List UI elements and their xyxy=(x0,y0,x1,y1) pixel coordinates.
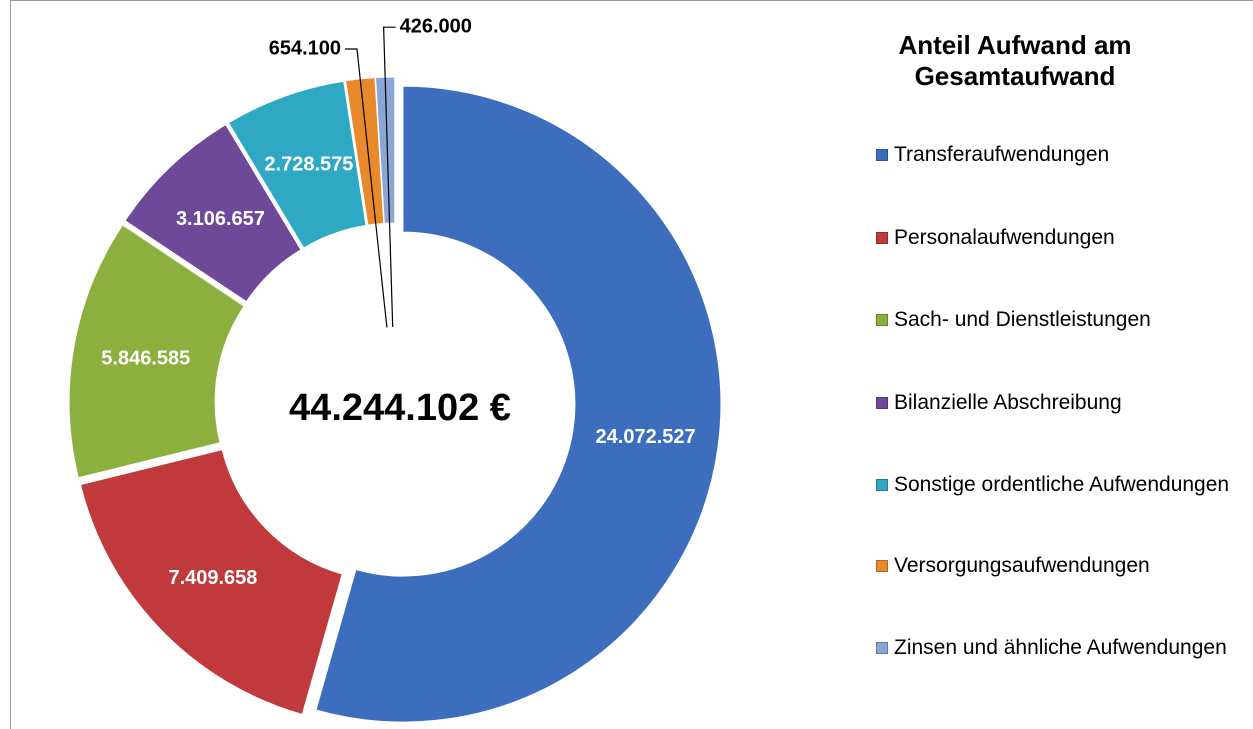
legend: Anteil Aufwand am Gesamtaufwand Transfer… xyxy=(865,30,1245,659)
legend-label: Zinsen und ähnliche Aufwendungen xyxy=(894,636,1227,659)
data-label: 24.072.527 xyxy=(596,426,696,448)
legend-swatch xyxy=(876,397,888,409)
legend-item: Versorgungsaufwendungen xyxy=(870,553,1234,578)
donut-segment xyxy=(315,85,722,723)
donut-segment xyxy=(375,76,396,224)
legend-item: Personalaufwendungen xyxy=(870,225,1234,250)
leader-line xyxy=(345,48,388,328)
data-label: 7.409.658 xyxy=(168,567,257,589)
legend-swatch xyxy=(876,560,888,572)
legend-item: Sach- und Dienstleistungen xyxy=(870,307,1234,332)
legend-item: Zinsen und ähnliche Aufwendungen xyxy=(870,635,1234,660)
legend-swatch xyxy=(876,314,888,326)
center-label: 44.244.102 € xyxy=(289,387,511,429)
legend-swatch xyxy=(876,232,888,244)
donut-segment xyxy=(227,80,367,249)
donut-segment xyxy=(79,449,343,716)
legend-label: Sonstige ordentliche Aufwendungen xyxy=(894,473,1230,496)
legend-label: Transferaufwendungen xyxy=(894,143,1110,166)
leader-line xyxy=(383,26,396,328)
donut-segment xyxy=(124,123,302,303)
donut-segment xyxy=(68,224,245,479)
data-label: 426.000 xyxy=(400,15,472,37)
legend-item: Bilanzielle Abschreibung xyxy=(870,390,1234,415)
legend-title: Anteil Aufwand am Gesamtaufwand xyxy=(898,30,1132,91)
data-label: 5.846.585 xyxy=(101,348,190,370)
data-label: 2.728.575 xyxy=(264,153,353,175)
legend-swatch xyxy=(876,479,888,491)
donut-segment xyxy=(344,77,385,226)
legend-item: Transferaufwendungen xyxy=(870,142,1234,167)
legend-label: Versorgungsaufwendungen xyxy=(894,554,1150,577)
legend-label: Bilanzielle Abschreibung xyxy=(894,391,1122,414)
legend-swatch xyxy=(876,642,888,654)
legend-item: Sonstige ordentliche Aufwendungen xyxy=(870,472,1234,497)
legend-label: Sach- und Dienstleistungen xyxy=(894,308,1151,331)
legend-label: Personalaufwendungen xyxy=(894,226,1115,249)
data-label: 3.106.657 xyxy=(176,208,265,230)
data-label: 654.100 xyxy=(269,37,341,59)
legend-swatch xyxy=(876,149,888,161)
